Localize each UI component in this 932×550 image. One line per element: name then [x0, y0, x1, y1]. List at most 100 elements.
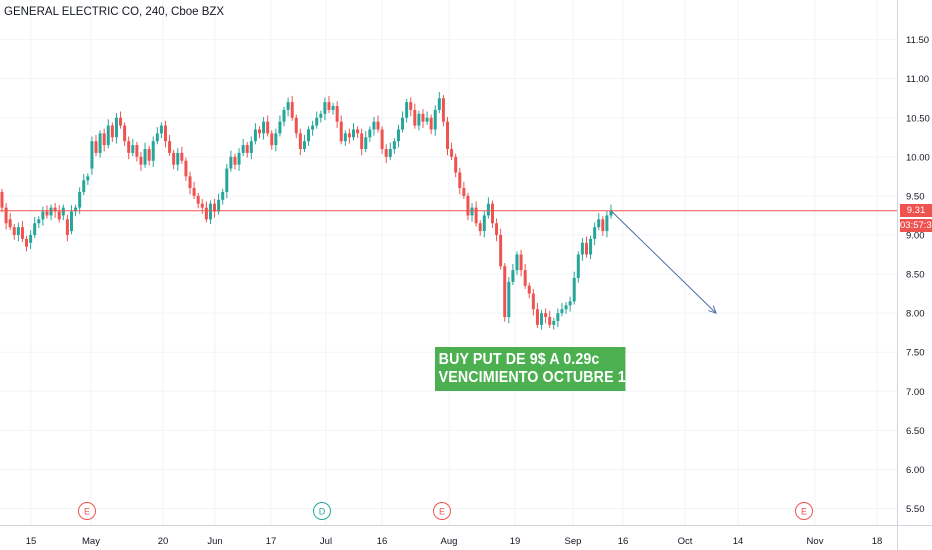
candle: [127, 141, 131, 153]
candle: [86, 176, 90, 181]
candle: [437, 98, 441, 110]
candle: [151, 141, 155, 161]
candle: [20, 227, 24, 239]
x-tick-label: 19: [510, 536, 521, 547]
projection-arrowhead: [708, 305, 717, 314]
candle: [548, 317, 552, 325]
y-tick-label: 5.50: [906, 504, 925, 515]
x-tick-label: Nov: [807, 536, 824, 547]
earnings-event-icon[interactable]: [78, 502, 96, 520]
candle: [605, 215, 609, 232]
x-tick-label: 17: [266, 536, 277, 547]
candle: [495, 223, 499, 235]
candle: [499, 234, 503, 267]
candle: [372, 121, 376, 130]
candle: [278, 121, 282, 134]
candle: [572, 277, 576, 302]
candle: [576, 254, 580, 278]
candle: [339, 121, 343, 142]
candle: [421, 113, 425, 122]
candle: [601, 219, 605, 232]
candle: [352, 129, 356, 138]
candle: [257, 129, 261, 134]
candle: [307, 129, 311, 142]
candle: [192, 188, 196, 196]
candle: [159, 125, 163, 134]
candle: [45, 211, 49, 216]
x-tick-label: 20: [158, 536, 169, 547]
candle: [110, 125, 114, 138]
candle: [270, 133, 274, 146]
candle: [478, 223, 482, 232]
dividend-event-icon[interactable]: [313, 502, 331, 520]
candle: [347, 133, 351, 138]
candle: [405, 102, 409, 118]
candle: [139, 156, 143, 165]
y-tick-label: 10.00: [906, 152, 930, 163]
candle: [486, 203, 490, 216]
event-marker-label: E: [84, 507, 90, 517]
candle: [409, 102, 413, 110]
candle: [511, 270, 515, 282]
trade-annotation[interactable]: BUY PUT DE 9$ A 0.29c VENCIMIENTO OCTUBR…: [435, 347, 634, 391]
candle: [286, 102, 290, 110]
chart-title: GENERAL ELECTRIC CO, 240, Cboe BZX: [4, 6, 225, 18]
candle: [515, 254, 519, 271]
candle: [482, 215, 486, 232]
candle: [450, 149, 454, 157]
candle: [262, 121, 266, 134]
candle: [560, 309, 564, 314]
candle: [360, 133, 364, 150]
candle: [380, 129, 384, 150]
candle: [221, 191, 225, 200]
candle: [237, 152, 241, 165]
candle: [584, 242, 588, 255]
candle: [413, 109, 417, 126]
candle: [315, 117, 319, 126]
candle: [319, 113, 323, 118]
candle: [335, 106, 339, 122]
candle: [597, 219, 601, 228]
candle: [82, 180, 86, 192]
candle: [294, 117, 298, 134]
bar-countdown-label: 03:57:34: [900, 219, 932, 233]
candle: [8, 219, 12, 228]
y-tick-label: 11.00: [906, 74, 929, 85]
candle: [78, 191, 82, 208]
candle: [266, 121, 270, 134]
y-tick-label: 7.00: [906, 387, 925, 398]
candle: [331, 106, 335, 110]
candle: [69, 211, 73, 232]
y-tick-label: 8.50: [906, 270, 925, 281]
candle: [4, 207, 8, 224]
candle: [168, 141, 172, 153]
candle: [446, 121, 450, 150]
y-tick-label: 11.50: [906, 35, 929, 46]
projection-arrow-line[interactable]: [610, 210, 717, 314]
candle: [25, 238, 29, 247]
candle: [53, 207, 57, 212]
candle: [249, 141, 253, 153]
candle: [433, 109, 437, 130]
candle: [298, 133, 302, 150]
candle: [204, 207, 208, 220]
earnings-event-icon[interactable]: [433, 502, 451, 520]
x-tick-label: May: [82, 536, 100, 547]
x-tick-label: 14: [733, 536, 744, 547]
x-tick-label: 16: [377, 536, 388, 547]
x-tick-label: Jul: [320, 536, 332, 547]
candle: [552, 320, 556, 325]
candle: [180, 152, 184, 161]
candle: [458, 172, 462, 189]
candle: [208, 203, 212, 220]
candle: [106, 125, 110, 146]
candle: [155, 133, 159, 142]
candle: [213, 203, 217, 212]
candle: [282, 109, 286, 122]
earnings-event-icon[interactable]: [795, 502, 813, 520]
candle: [519, 254, 523, 271]
candle: [290, 102, 294, 118]
candle: [609, 210, 613, 216]
candle: [544, 313, 548, 318]
